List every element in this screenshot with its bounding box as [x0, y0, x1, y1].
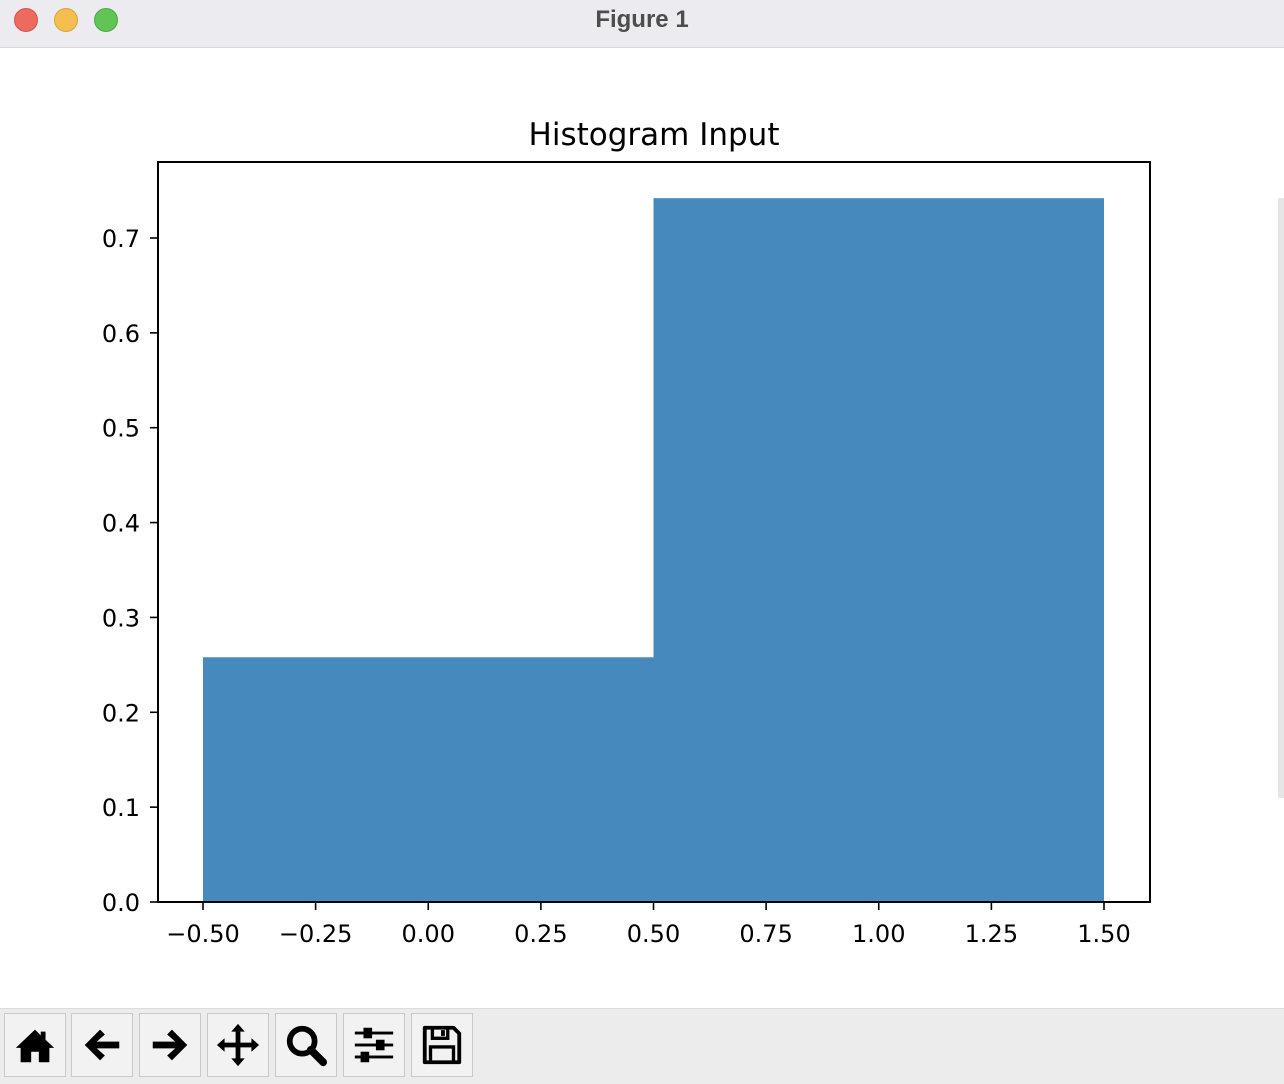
zoom-magnifier-icon [286, 1025, 328, 1067]
forward-button[interactable] [139, 1013, 201, 1077]
configure-subplots-button[interactable] [343, 1013, 405, 1077]
zoom-window-button[interactable] [94, 8, 118, 32]
home-button[interactable] [4, 1013, 66, 1077]
save-button[interactable] [411, 1013, 473, 1077]
x-axis-ticks: −0.50 −0.25 0.00 0.25 0.50 0.75 1.00 1.25 1.50 [166, 902, 1131, 948]
y-tick-label: 0.4 [102, 510, 140, 538]
x-tick-label: 1.50 [1077, 920, 1130, 948]
y-tick-label: 0.2 [102, 699, 140, 727]
close-window-button[interactable] [14, 8, 38, 32]
histogram-bar-2 [653, 198, 1104, 902]
y-tick-label: 0.6 [102, 320, 140, 348]
x-tick-label: −0.50 [166, 920, 240, 948]
y-axis-ticks: 0.0 0.1 0.2 0.3 0.4 0.5 0.6 0.7 [102, 225, 158, 917]
forward-arrow-icon [152, 1029, 188, 1061]
y-tick-label: 0.1 [102, 794, 140, 822]
histogram-chart: −0.50 −0.25 0.00 0.25 0.50 0.75 1.00 1.25 1.50 0… [102, 117, 1151, 948]
pan-button[interactable] [207, 1013, 269, 1077]
x-tick-label: 0.75 [739, 920, 792, 948]
bars-layer [203, 198, 1104, 902]
title-bar[interactable]: Figure 1 [0, 0, 1284, 48]
background-window-edge [1278, 198, 1284, 798]
x-tick-label: 1.25 [965, 920, 1018, 948]
x-tick-label: 1.00 [852, 920, 905, 948]
zoom-button[interactable] [275, 1013, 337, 1077]
save-floppy-icon [422, 1025, 462, 1065]
figure-canvas[interactable]: −0.50 −0.25 0.00 0.25 0.50 0.75 1.00 1.25 1.50 0… [0, 48, 1284, 1008]
navigation-toolbar [0, 1008, 1284, 1084]
window-title: Figure 1 [595, 6, 689, 33]
x-tick-label: 0.00 [402, 920, 455, 948]
chart-title: Histogram Input [529, 117, 780, 153]
back-arrow-icon [84, 1029, 120, 1061]
pan-move-icon [216, 1023, 260, 1067]
x-tick-label: 0.50 [627, 920, 680, 948]
x-tick-label: −0.25 [279, 920, 353, 948]
minimize-window-button[interactable] [54, 8, 78, 32]
home-icon [15, 1029, 55, 1063]
back-button[interactable] [71, 1013, 133, 1077]
configure-subplots-icon [354, 1027, 394, 1063]
histogram-bar-1 [203, 657, 654, 902]
y-tick-label: 0.0 [102, 889, 140, 917]
y-tick-label: 0.7 [102, 225, 140, 253]
x-tick-label: 0.25 [514, 920, 567, 948]
y-tick-label: 0.5 [102, 415, 140, 443]
y-tick-label: 0.3 [102, 604, 140, 632]
